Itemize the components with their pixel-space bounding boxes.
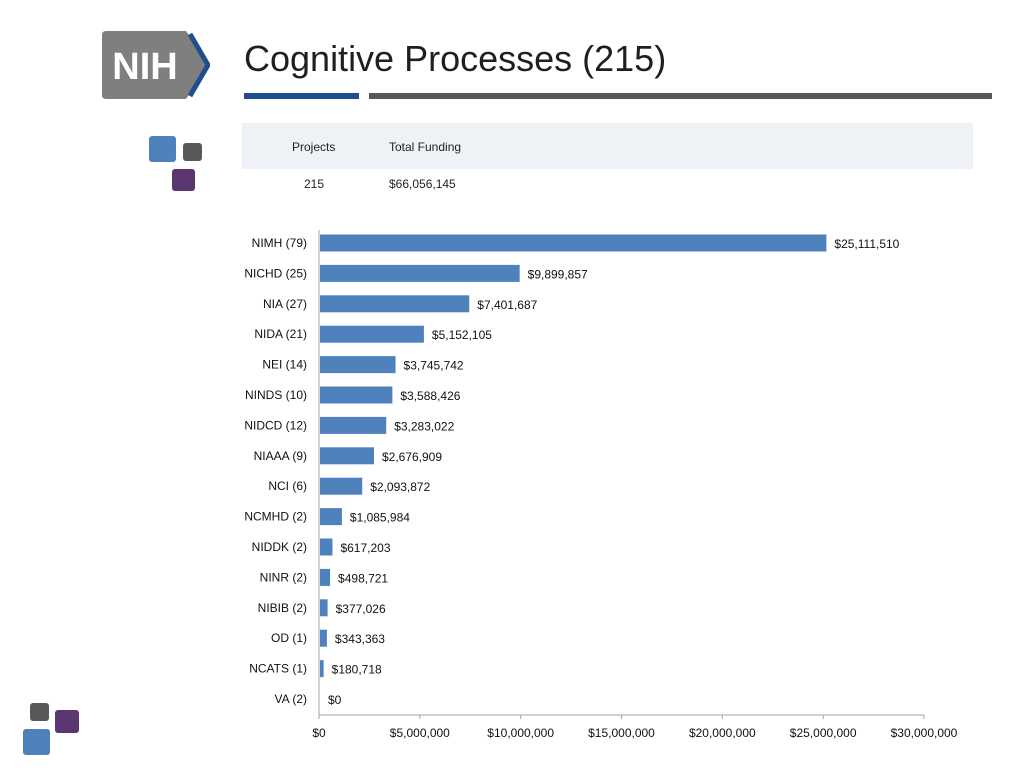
summary-value-total-funding: $66,056,145 [389,177,456,191]
nih-logo: NIH [102,31,210,99]
category-label: NIDCD (12) [244,418,307,432]
bar [320,295,470,313]
decor-square-gray [183,143,202,161]
data-label: $25,111,510 [834,237,899,251]
category-label: OD (1) [271,631,307,645]
decor-square-blue-bottom [23,729,50,755]
data-label: $498,721 [338,571,388,585]
category-label: NIMH (79) [252,236,307,250]
category-label: NINR (2) [260,570,307,584]
x-tick-label: $5,000,000 [390,726,450,740]
bar [320,629,327,647]
summary-col-total-funding: Total Funding [389,140,462,154]
bar [320,386,393,404]
data-label: $7,401,687 [477,298,537,312]
category-label: VA (2) [275,692,307,706]
category-label: NIDA (21) [254,327,307,341]
data-label: $1,085,984 [350,511,410,525]
data-label: $377,026 [336,602,386,616]
category-label: NCI (6) [268,479,307,493]
category-label: NCMHD (2) [244,510,307,524]
x-tick-label: $20,000,000 [689,726,756,740]
category-label: NIDDK (2) [252,540,307,554]
x-tick-label: $10,000,000 [487,726,554,740]
x-tick-label: $25,000,000 [790,726,857,740]
title-rule-gray [369,93,992,99]
bar [320,325,424,343]
data-label: $343,363 [335,632,385,646]
data-label: $3,745,742 [404,359,464,373]
x-tick-label: $0 [312,726,326,740]
data-label: $3,283,022 [394,419,454,433]
category-label: NIAAA (9) [254,449,307,463]
data-label: $2,093,872 [370,480,430,494]
category-label: NINDS (10) [245,388,307,402]
summary-value-projects: 215 [304,177,325,191]
category-label: NEI (14) [262,358,307,372]
bar [320,477,363,495]
data-label: $180,718 [332,663,382,677]
category-label: NIBIB (2) [258,601,307,615]
bar [320,234,827,252]
data-label: $5,152,105 [432,328,492,342]
bar [320,568,331,586]
category-label: NIA (27) [263,297,307,311]
bar [320,416,387,434]
x-tick-label: $30,000,000 [891,726,958,740]
bar [320,264,520,282]
data-label: $617,203 [340,541,390,555]
summary-col-projects: Projects [292,140,336,154]
data-label: $9,899,857 [528,267,588,281]
data-label: $3,588,426 [400,389,460,403]
data-label: $0 [328,693,342,707]
bar [320,356,396,374]
page-title: Cognitive Processes (215) [244,38,667,79]
decor-square-purple [172,169,195,191]
category-label: NICHD (25) [244,266,307,280]
x-tick-label: $15,000,000 [588,726,655,740]
bar [320,447,374,465]
data-label: $2,676,909 [382,450,442,464]
category-label: NCATS (1) [249,662,307,676]
decor-square-blue [149,136,176,162]
bar [320,599,328,617]
decor-square-gray-bottom [30,703,49,721]
bar [320,508,342,526]
logo-text: NIH [112,46,177,88]
bar [320,538,333,556]
summary-table-header [242,123,973,169]
bar [320,660,324,678]
title-rule-blue [244,93,359,99]
decor-square-purple-bottom [55,710,79,733]
